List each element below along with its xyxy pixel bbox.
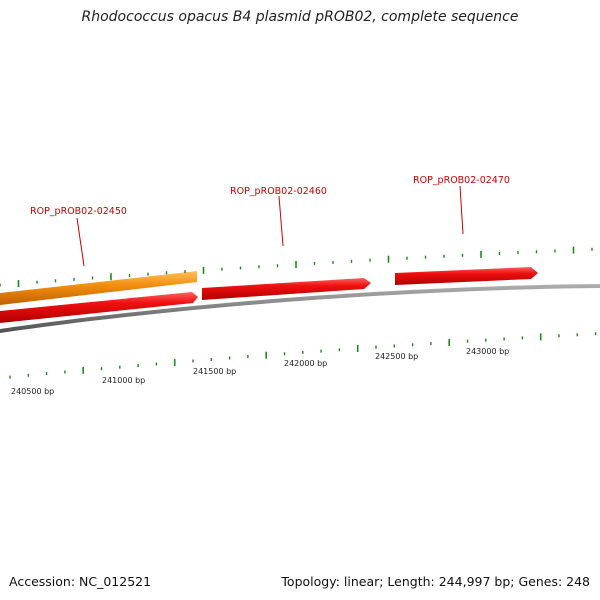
upper-tick-row [0, 246, 593, 288]
gene-arrow-02450[interactable] [0, 292, 198, 323]
gene-label-02450[interactable]: ROP_pROB02-02450 [30, 206, 127, 217]
gene-label-02470[interactable]: ROP_pROB02-02470 [413, 175, 510, 186]
scale-label: 243000 bp [466, 347, 509, 356]
sequence-backbone [0, 284, 600, 333]
lower-tick-row [9, 332, 597, 379]
gene-label-leader-02450 [76, 217, 85, 267]
scale-label: 241500 bp [193, 367, 236, 376]
gene-arrow-02470[interactable] [395, 267, 538, 285]
scale-label: 240500 bp [11, 387, 54, 396]
scale-label: 241000 bp [102, 376, 145, 385]
gene-label-leader-02460 [278, 195, 284, 247]
topology-summary: Topology: linear; Length: 244,997 bp; Ge… [281, 574, 590, 589]
gene-label-02460[interactable]: ROP_pROB02-02460 [230, 186, 327, 197]
scale-label: 242500 bp [375, 352, 418, 361]
gene-arrow-orange[interactable] [0, 271, 197, 305]
accession-text: Accession: NC_012521 [9, 574, 152, 589]
gene-arrow-02460[interactable] [202, 278, 371, 300]
scale-label: 242000 bp [284, 359, 327, 368]
map-title: Rhodococcus opacus B4 plasmid pROB02, co… [81, 9, 519, 25]
gene-label-leader-02470 [459, 185, 464, 235]
